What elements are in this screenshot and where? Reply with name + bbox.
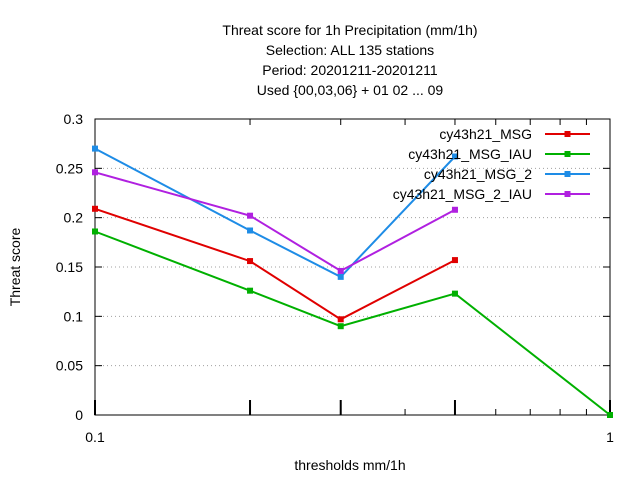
series-1-point bbox=[92, 205, 98, 212]
series-line-1 bbox=[94, 207, 456, 321]
series-3-point bbox=[92, 145, 98, 152]
legend-label-3: cy43h21_MSG_2 bbox=[424, 166, 532, 182]
y-axis-label: Threat score bbox=[7, 227, 23, 306]
series-3-point bbox=[337, 273, 344, 280]
legend-marker-2 bbox=[564, 151, 571, 157]
legend: cy43h21_MSG cy43h21_MSG_IAU cy43h21_MSG_2c… bbox=[393, 126, 590, 202]
legend-label-1: cy43h21_MSG bbox=[439, 126, 532, 142]
plot-frame bbox=[94, 118, 611, 416]
chart-title: Threat score for 1h Precipitation (mm/1h… bbox=[222, 22, 477, 98]
series-4-point bbox=[247, 212, 254, 219]
series-1-point bbox=[247, 258, 254, 265]
series-line-2 bbox=[94, 230, 611, 416]
series-1-point bbox=[451, 257, 458, 264]
title-line-2: Selection: ALL 135 stations bbox=[266, 42, 434, 58]
title-line-3: Period: 20201211-20201211 bbox=[262, 62, 438, 78]
y-tick-label: 0 bbox=[75, 407, 83, 423]
series-2-point bbox=[337, 323, 344, 330]
series bbox=[92, 145, 613, 418]
y-tick-label: 0.3 bbox=[64, 111, 84, 127]
title-line-1: Threat score for 1h Precipitation (mm/1h… bbox=[222, 22, 477, 38]
series-2-point bbox=[92, 228, 98, 235]
axes bbox=[94, 118, 611, 416]
series-4-point bbox=[337, 267, 344, 274]
series-1-point bbox=[337, 316, 344, 323]
y-tick-label: 0.2 bbox=[64, 210, 84, 226]
grid bbox=[95, 167, 610, 367]
legend-marker-4 bbox=[564, 191, 571, 197]
legend-label-4: cy43h21_MSG_2_IAU bbox=[393, 186, 532, 202]
y-tick-label: 0.25 bbox=[56, 160, 83, 176]
x-tick-label: 0.1 bbox=[85, 429, 105, 445]
y-tick-label: 0.1 bbox=[64, 308, 84, 324]
x-tick-label: 1 bbox=[606, 429, 614, 445]
legend-label-2: cy43h21_MSG_IAU bbox=[408, 146, 532, 162]
series-4-point bbox=[451, 206, 458, 213]
title-line-4: Used {00,03,06} + 01 02 ... 09 bbox=[257, 82, 444, 98]
legend-marker-3 bbox=[564, 171, 571, 177]
series-4-point bbox=[92, 169, 98, 176]
series-line-3 bbox=[94, 147, 456, 279]
series-3-point bbox=[247, 227, 254, 234]
series-3-point bbox=[451, 153, 458, 160]
series-2-point bbox=[247, 287, 254, 294]
legend-marker-1 bbox=[564, 131, 571, 137]
series-2-point bbox=[451, 290, 458, 297]
series-2-point bbox=[607, 412, 613, 418]
series-line-4 bbox=[94, 171, 456, 273]
y-tick-label: 0.05 bbox=[56, 358, 83, 374]
y-tick-label: 0.15 bbox=[56, 259, 83, 275]
ticks: 0 0.05 0.1 0.15 0.2 0.25 0.3 0.1 1 bbox=[56, 111, 614, 445]
x-axis-label: thresholds mm/1h bbox=[294, 457, 405, 473]
